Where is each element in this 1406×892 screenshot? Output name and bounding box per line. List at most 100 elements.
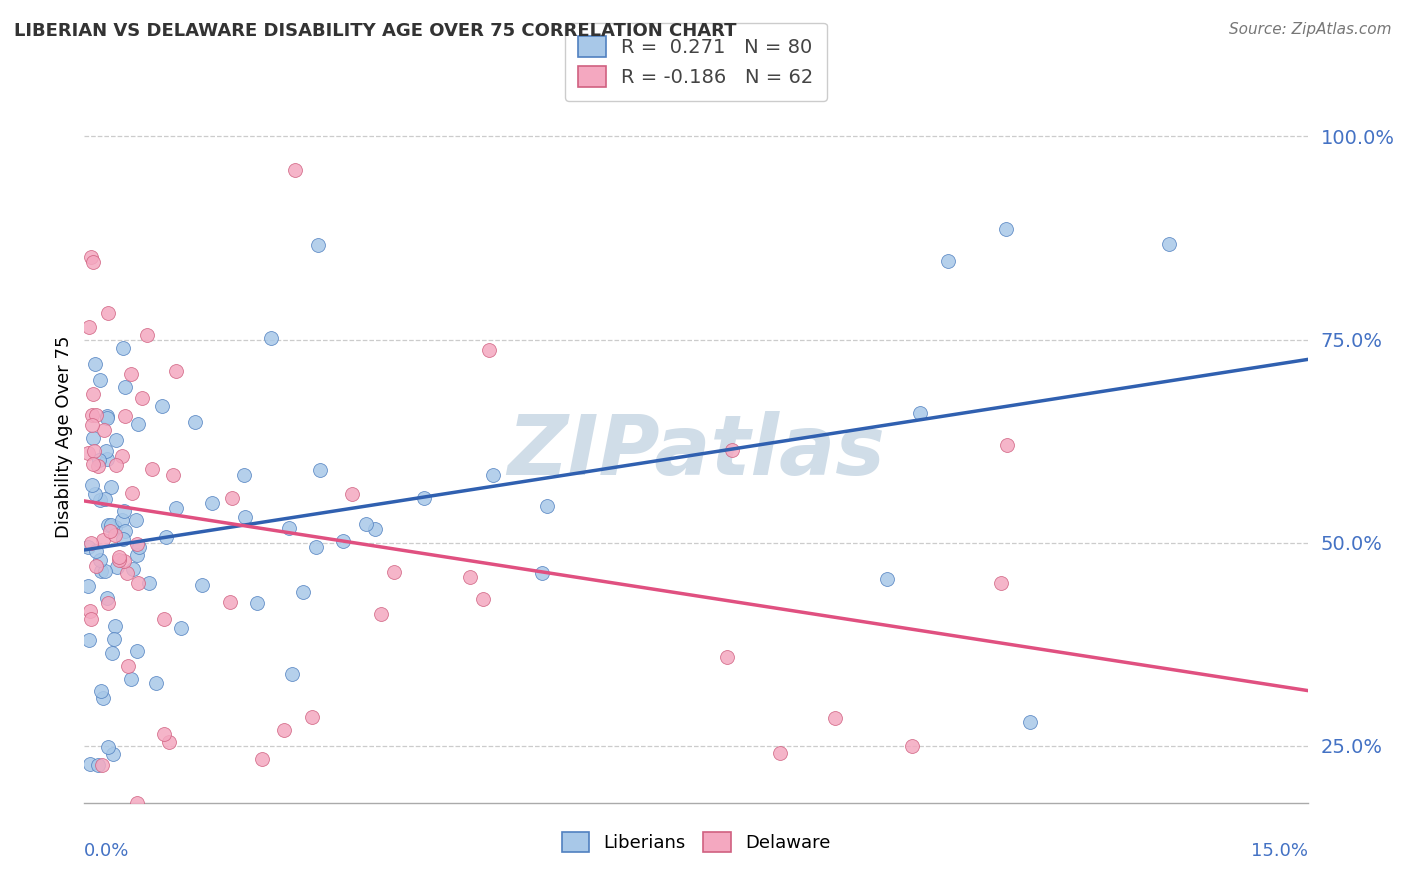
Point [112, 533, 135, 547]
Point [481, 468, 503, 483]
Point [90, 684, 112, 698]
Point [135, 328, 157, 343]
Point [112, 504, 135, 518]
Point [82, 417, 104, 432]
Point [138, 576, 160, 591]
Point [260, 331, 283, 345]
Point [281, 667, 304, 681]
Point [292, 585, 315, 599]
Point [165, 364, 187, 378]
Point [131, 391, 153, 405]
Point [91, 757, 114, 772]
Point [370, 607, 392, 622]
Point [93, 491, 115, 506]
Point [273, 723, 295, 737]
Point [145, 675, 167, 690]
Point [104, 520, 127, 534]
Point [876, 572, 898, 586]
Point [96, 591, 118, 606]
Point [152, 727, 174, 741]
Point [105, 560, 128, 574]
Point [89, 373, 111, 387]
Point [90, 564, 112, 578]
Point [97, 305, 120, 319]
Point [908, 407, 931, 421]
Text: Source: ZipAtlas.com: Source: ZipAtlas.com [1229, 22, 1392, 37]
Point [218, 595, 240, 609]
Point [120, 672, 142, 686]
Point [117, 658, 139, 673]
Point [83, 357, 105, 371]
Point [221, 491, 243, 505]
Point [97, 518, 120, 533]
Point [84, 408, 107, 422]
Point [162, 468, 184, 483]
Point [235, 509, 257, 524]
Point [1019, 715, 1042, 730]
Point [122, 562, 145, 576]
Point [125, 548, 148, 562]
Point [108, 549, 131, 564]
Text: 0.0%: 0.0% [84, 842, 129, 860]
Point [995, 222, 1018, 236]
Point [536, 500, 558, 514]
Point [530, 566, 553, 580]
Point [307, 238, 329, 252]
Point [125, 513, 148, 527]
Point [305, 541, 328, 555]
Point [768, 747, 790, 761]
Point [115, 566, 138, 581]
Point [82, 432, 104, 446]
Point [246, 596, 269, 610]
Point [716, 649, 738, 664]
Point [87, 757, 110, 772]
Point [91, 533, 114, 547]
Point [96, 739, 118, 754]
Point [101, 747, 124, 761]
Point [89, 493, 111, 508]
Point [155, 530, 177, 544]
Point [96, 452, 118, 467]
Point [127, 576, 149, 591]
Point [96, 411, 118, 425]
Point [127, 417, 149, 431]
Point [103, 632, 125, 646]
Point [84, 487, 107, 501]
Point [354, 516, 377, 531]
Y-axis label: Disability Age Over 75: Disability Age Over 75 [55, 335, 73, 539]
Point [1157, 237, 1180, 252]
Point [111, 449, 134, 463]
Point [84, 543, 107, 558]
Point [96, 409, 118, 424]
Point [80, 536, 103, 550]
Point [104, 528, 127, 542]
Point [97, 596, 120, 610]
Point [80, 408, 103, 422]
Point [183, 415, 205, 429]
Point [153, 612, 176, 626]
Text: ZIPatlas: ZIPatlas [508, 411, 884, 492]
Point [89, 553, 111, 567]
Point [458, 570, 481, 584]
Point [990, 576, 1012, 591]
Point [100, 479, 122, 493]
Point [96, 443, 118, 458]
Point [233, 467, 256, 482]
Point [141, 462, 163, 476]
Point [77, 446, 100, 460]
Point [112, 554, 135, 568]
Text: LIBERIAN VS DELAWARE DISABILITY AGE OVER 75 CORRELATION CHART: LIBERIAN VS DELAWARE DISABILITY AGE OVER… [14, 22, 737, 40]
Point [79, 632, 101, 647]
Point [301, 709, 323, 723]
Point [284, 163, 307, 178]
Point [342, 487, 364, 501]
Point [87, 452, 110, 467]
Point [201, 496, 224, 510]
Point [111, 341, 134, 355]
Point [77, 540, 100, 554]
Point [478, 343, 501, 357]
Point [82, 478, 104, 492]
Point [83, 443, 105, 458]
Point [995, 437, 1018, 451]
Point [82, 457, 104, 471]
